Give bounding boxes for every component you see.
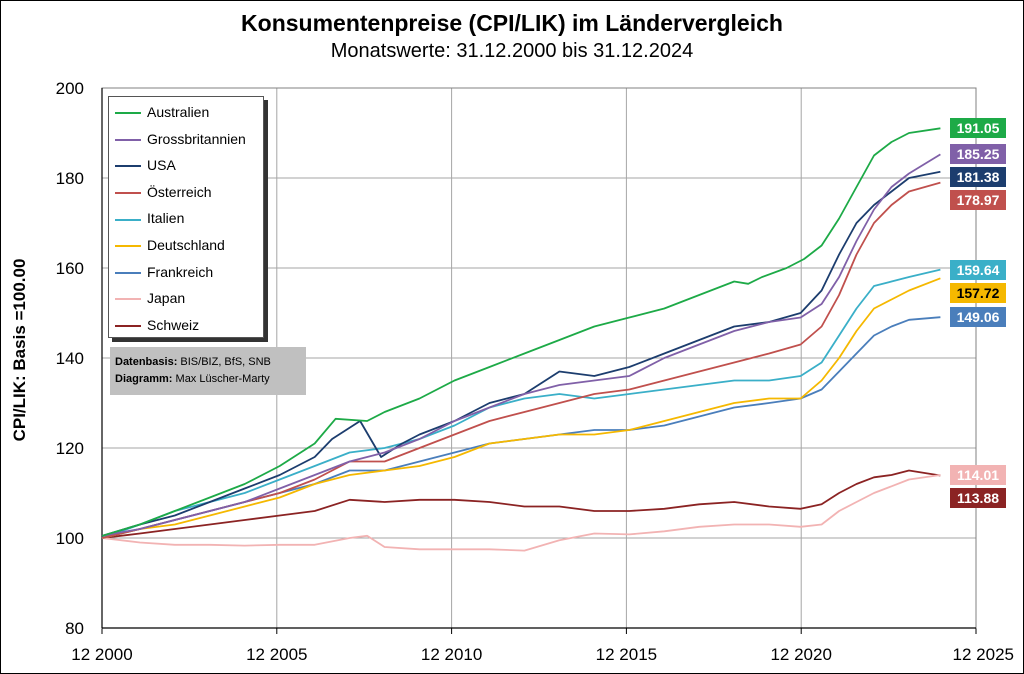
series-line-japan (101, 474, 941, 552)
legend-swatch (115, 271, 141, 274)
series-line-australien (101, 127, 941, 537)
x-tick-label: 12 2005 (246, 645, 307, 664)
x-tick-label: 12 2000 (71, 645, 132, 664)
legend-label: USA (147, 157, 176, 174)
legend-label: Grossbritannien (147, 130, 246, 147)
legend-item: Österreich (115, 184, 212, 204)
legend-label: Österreich (147, 183, 212, 200)
series-line-deutschland (101, 277, 941, 539)
legend-label: Italien (147, 210, 185, 227)
legend-item: USA (115, 157, 176, 177)
end-value-label: 191.05 (950, 118, 1006, 139)
legend-label: Australien (147, 104, 210, 120)
x-tick-label: 12 2015 (596, 645, 657, 664)
end-value-label: 149.06 (950, 307, 1006, 328)
source-line-data: Datenbasis: BIS/BIZ, BfS, SNB (115, 356, 271, 368)
chart-title: Konsumentenpreise (CPI/LIK) im Länderver… (241, 10, 783, 36)
legend: Australien Grossbritannien USA Österreich It… (108, 96, 264, 338)
legend-item: Japan (115, 290, 185, 310)
end-value-label: 159.64 (950, 259, 1006, 280)
legend-swatch (115, 192, 141, 195)
end-value-label: 114.01 (950, 464, 1006, 485)
series-line-usa (101, 170, 941, 537)
legend-swatch (115, 165, 141, 168)
legend-item: Italien (115, 210, 184, 230)
chart-subtitle: Monatswerte: 31.12.2000 bis 31.12.2024 (330, 40, 694, 62)
source-data-value: BIS/BIZ, BfS, SNB (177, 356, 271, 368)
x-tick-label: 12 2025 (953, 645, 1014, 664)
x-tick-label: 12 2020 (770, 645, 831, 664)
y-tick-label: 120 (56, 439, 84, 458)
legend-swatch (115, 112, 141, 115)
legend-swatch (115, 245, 141, 248)
series-line-grossbritannien (101, 153, 941, 537)
y-tick-label: 140 (56, 349, 84, 368)
legend-item: Schweiz (115, 317, 199, 337)
legend-item: Australien (115, 104, 209, 124)
legend-item: Grossbritannien (115, 131, 246, 151)
y-tick-label: 200 (56, 79, 84, 98)
source-diagram-value: Max Lüscher-Marty (172, 373, 270, 385)
end-value-label: 157.72 (950, 282, 1006, 303)
end-value-label: 185.25 (950, 144, 1006, 165)
legend-swatch (115, 218, 141, 221)
end-value-label: 178.97 (950, 190, 1006, 211)
legend-swatch (115, 138, 141, 141)
series-line-österreich (101, 181, 941, 539)
legend-swatch (115, 298, 141, 301)
legend-item: Deutschland (115, 237, 225, 257)
legend-label: Japan (147, 290, 186, 307)
source-line-diagram: Diagramm: Max Lüscher-Marty (115, 373, 270, 385)
x-tick-label: 12 2010 (421, 645, 482, 664)
source-box: Datenbasis: BIS/BIZ, BfS, SNB Diagramm: … (110, 347, 306, 395)
y-tick-label: 180 (56, 169, 84, 188)
legend-swatch (115, 325, 141, 328)
legend-label: Frankreich (147, 263, 214, 280)
series-line-schweiz (101, 469, 941, 539)
y-tick-label: 100 (56, 529, 84, 548)
end-value-label: 181.38 (950, 167, 1006, 188)
end-value-label: 113.88 (950, 487, 1006, 508)
source-data-label: Datenbasis: (115, 356, 178, 368)
legend-item: Frankreich (115, 264, 213, 284)
source-diagram-label: Diagramm: (115, 373, 173, 385)
series-line-italien (101, 268, 941, 539)
y-tick-label: 80 (65, 619, 84, 638)
y-tick-label: 160 (56, 259, 84, 278)
legend-label: Deutschland (147, 237, 225, 253)
legend-label: Schweiz (147, 316, 200, 333)
